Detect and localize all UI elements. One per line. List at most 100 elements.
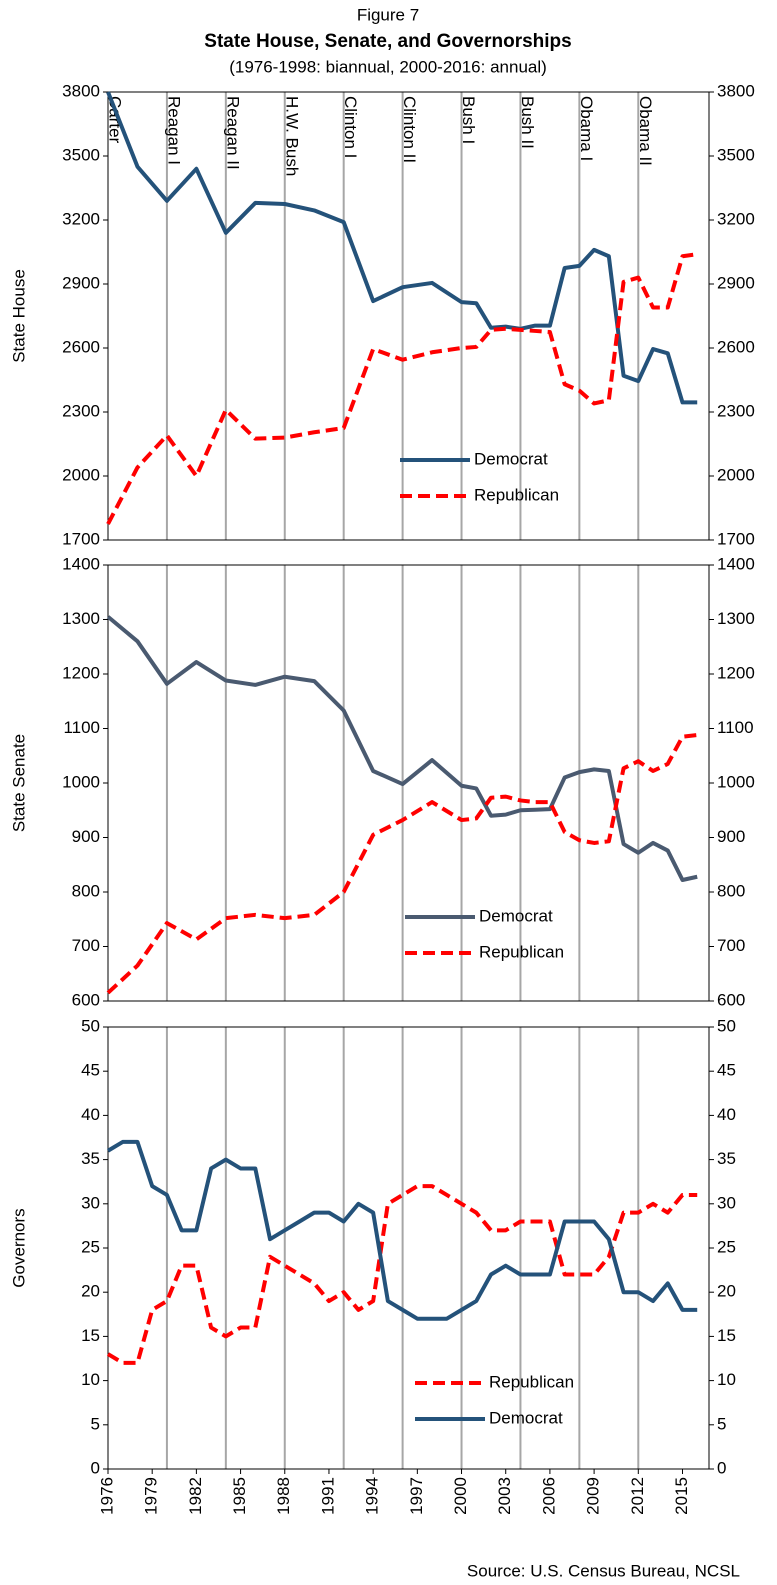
y2-tick-label: 2300 [717, 401, 755, 420]
series-line [106, 1184, 698, 1365]
y2-tick-label: 800 [717, 881, 745, 900]
source: Source: U.S. Census Bureau, NCSL [467, 1561, 740, 1580]
y2-tick-label: 2600 [717, 337, 755, 356]
y-tick-label: 50 [81, 1016, 100, 1035]
figure-label: Figure 7 [357, 5, 419, 24]
series-line [106, 615, 698, 883]
term-label: Clinton I [341, 96, 360, 158]
y2-tick-label: 3800 [717, 81, 755, 100]
y-tick-label: 3800 [62, 81, 100, 100]
y-tick-label: 5 [91, 1414, 100, 1433]
y-tick-label: 3500 [62, 145, 100, 164]
y2-tick-label: 50 [717, 1016, 736, 1035]
y-tick-label: 10 [81, 1370, 100, 1389]
x-tick-label: 1988 [274, 1477, 293, 1515]
legend-label: Democrat [489, 1408, 563, 1427]
y-tick-label: 1700 [62, 529, 100, 548]
y2-tick-label: 700 [717, 936, 745, 955]
y-tick-label: 0 [91, 1458, 100, 1477]
y-tick-label: 15 [81, 1326, 100, 1345]
y2-tick-label: 2900 [717, 273, 755, 292]
x-tick-label: 2006 [539, 1477, 558, 1515]
legend-label: Republican [489, 1372, 574, 1391]
y2-tick-label: 0 [717, 1458, 726, 1477]
y-tick-label: 600 [72, 990, 100, 1009]
x-tick-label: 1985 [230, 1477, 249, 1515]
y-tick-label: 25 [81, 1237, 100, 1256]
y-tick-label: 1100 [63, 718, 100, 737]
y2-tick-label: 5 [717, 1414, 726, 1433]
series-line [106, 91, 698, 405]
y2-tick-label: 1200 [717, 663, 755, 682]
y-tick-label: 1000 [62, 772, 100, 791]
y2-tick-label: 1300 [717, 609, 755, 628]
y-tick-label: 2900 [62, 273, 100, 292]
y2-tick-label: 900 [717, 827, 745, 846]
y-tick-label: 3200 [62, 209, 100, 228]
y-tick-label: 1400 [62, 554, 100, 573]
y2-tick-label: 35 [717, 1149, 736, 1168]
series-line [106, 252, 698, 525]
y2-tick-label: 15 [717, 1326, 736, 1345]
y2-tick-label: 3200 [717, 209, 755, 228]
term-label: Clinton II [400, 96, 419, 163]
legend-label: Democrat [474, 449, 548, 468]
y-tick-label: 2600 [62, 337, 100, 356]
chart-subtitle: (1976-1998: biannual, 2000-2016: annual) [229, 57, 547, 76]
y-tick-label: 800 [72, 881, 100, 900]
x-tick-label: 2000 [451, 1477, 470, 1515]
term-label: Obama II [636, 96, 655, 166]
y-tick-label: 35 [81, 1149, 100, 1168]
y2-tick-label: 1700 [717, 529, 755, 548]
y-tick-label: 40 [81, 1105, 100, 1124]
y-tick-label: 45 [81, 1061, 100, 1080]
y-tick-label: 2300 [62, 401, 100, 420]
term-label: Bush II [518, 96, 537, 149]
plot-frame [107, 91, 710, 541]
x-tick-label: 1976 [97, 1477, 116, 1515]
x-tick-label: 2012 [628, 1477, 647, 1515]
y2-tick-label: 20 [717, 1282, 736, 1301]
y-tick-label: 900 [72, 827, 100, 846]
legend-label: Democrat [479, 906, 553, 925]
legend-label: Republican [474, 485, 559, 504]
y2-tick-label: 3500 [717, 145, 755, 164]
y2-tick-label: 45 [717, 1061, 736, 1080]
series-line [106, 733, 698, 995]
x-tick-label: 1982 [186, 1477, 205, 1515]
x-tick-label: 1991 [318, 1477, 337, 1515]
y2-tick-label: 30 [717, 1193, 736, 1212]
x-tick-label: 1997 [407, 1477, 426, 1515]
plot-frame [107, 1026, 710, 1470]
y2-tick-label: 600 [717, 990, 745, 1009]
y2-tick-label: 25 [717, 1237, 736, 1256]
y-tick-label: 1200 [62, 663, 100, 682]
series-line [106, 1139, 698, 1321]
y2-tick-label: 2000 [717, 465, 755, 484]
y2-tick-label: 40 [717, 1105, 736, 1124]
x-tick-label: 1994 [363, 1477, 382, 1515]
y2-tick-label: 1000 [717, 772, 755, 791]
x-tick-label: 2009 [584, 1477, 603, 1515]
term-label: H.W. Bush [282, 96, 301, 176]
y-tick-label: 20 [81, 1282, 100, 1301]
x-tick-label: 2015 [672, 1477, 691, 1515]
y-axis-label: Governors [9, 1208, 28, 1287]
y-tick-label: 30 [81, 1193, 100, 1212]
y-tick-label: 1300 [62, 609, 100, 628]
term-label: Reagan II [223, 96, 242, 170]
y-axis-label: State House [9, 269, 28, 363]
y2-tick-label: 1100 [717, 718, 754, 737]
x-tick-label: 1979 [142, 1477, 161, 1515]
term-label: Carter [106, 96, 125, 144]
y-tick-label: 700 [72, 936, 100, 955]
y2-tick-label: 10 [717, 1370, 736, 1389]
legend-label: Republican [479, 942, 564, 961]
term-label: Obama I [577, 96, 596, 161]
term-label: Bush I [459, 96, 478, 144]
y2-tick-label: 1400 [717, 554, 755, 573]
term-label: Reagan I [164, 96, 183, 165]
y-axis-label: State Senate [9, 734, 28, 832]
chart-title: State House, Senate, and Governorships [204, 31, 571, 52]
